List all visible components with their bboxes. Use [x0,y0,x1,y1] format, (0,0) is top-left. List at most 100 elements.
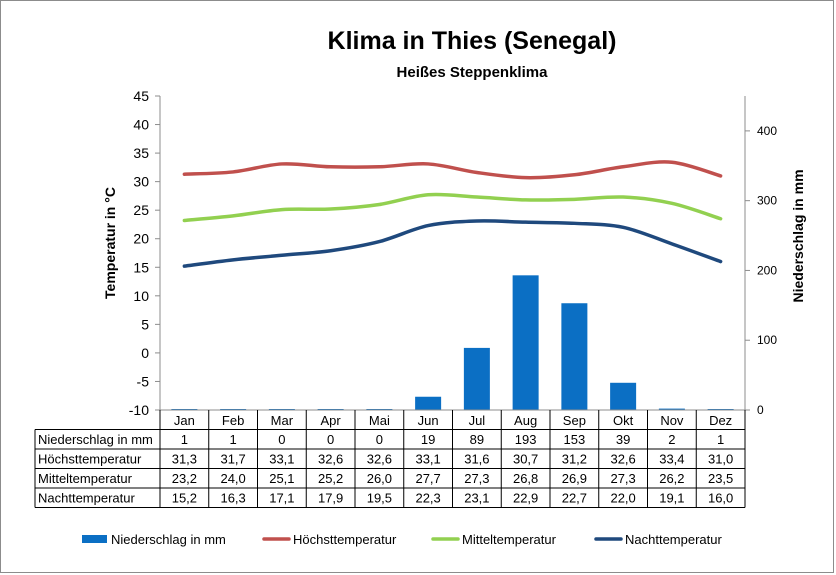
table-cell: 22,3 [415,491,440,506]
bar-nov [658,408,685,410]
table-cell: 0 [278,432,285,447]
bar-jun [415,396,442,410]
table-cell: 32,6 [610,452,635,467]
left-tick-label: -10 [129,402,149,418]
month-label-okt: Okt [613,413,634,428]
month-label-jun: Jun [418,413,439,428]
table-cell: 33,4 [659,452,684,467]
left-tick-label: 20 [133,231,149,247]
table-cell: 31,0 [708,452,733,467]
table-cell: 2 [668,432,675,447]
legend-entry: Niederschlag in mm [111,532,226,547]
left-tick-label: 35 [133,145,149,161]
left-tick-label: 45 [133,88,149,104]
right-tick-label: 200 [757,263,777,277]
month-label-mai: Mai [369,413,390,428]
month-label-feb: Feb [222,413,244,428]
table-cell: 30,7 [513,452,538,467]
month-label-mar: Mar [271,413,294,428]
legend-entry: Höchsttemperatur [293,532,397,547]
legend-swatch-bar [82,535,107,543]
table-cell: 31,6 [464,452,489,467]
table-cell: 23,2 [172,471,197,486]
right-tick-label: 300 [757,194,777,208]
month-label-aug: Aug [514,413,537,428]
table-cell: 15,2 [172,491,197,506]
line-nachttemperatur [182,219,723,268]
table-cell: 26,8 [513,471,538,486]
table-cell: 17,9 [318,491,343,506]
y-axis-right-label: Niederschlag in mm [790,169,806,302]
table-cell: 39 [616,432,630,447]
table-cell: 16,3 [220,491,245,506]
table-cell: 0 [376,432,383,447]
table-cell: 16,0 [708,491,733,506]
table-cell: 193 [515,432,537,447]
left-tick-label: 40 [133,117,149,133]
legend-entry: Mitteltemperatur [462,532,557,547]
table-cell: 19 [421,432,435,447]
table-cell: 26,0 [367,471,392,486]
table-cell: 89 [470,432,484,447]
table-row-label: Mitteltemperatur [38,471,133,486]
left-tick-label: 5 [141,316,149,332]
line-mitteltemperatur [182,192,723,223]
plot-area: 45 40 35 30 25 20 15 10 5 0 -5 -10 400 300 200 100 0 Temp… [102,88,806,418]
data-table: Jan Feb Mar Apr Mai Jun Jul Aug Sep Okt Nov Dez Nied… [34,409,746,508]
table-cell: 25,2 [318,471,343,486]
table-cell: 23,1 [464,491,489,506]
month-label-apr: Apr [321,413,342,428]
month-label-nov: Nov [660,413,684,428]
table-row-label: Nachttemperatur [38,491,135,506]
table-cell: 32,6 [318,452,343,467]
bar-jul [463,347,490,410]
table-cell: 17,1 [269,491,294,506]
left-tick-label: -5 [137,373,150,389]
table-cell: 22,0 [610,491,635,506]
table-cell: 26,2 [659,471,684,486]
left-tick-label: 30 [133,174,149,190]
bar-aug [512,275,539,410]
right-tick-label: 100 [757,333,777,347]
table-cell: 27,3 [464,471,489,486]
month-label-sep: Sep [563,413,586,428]
table-cell: 27,7 [415,471,440,486]
table-cell: 32,6 [367,452,392,467]
table-row-label: Höchsttemperatur [38,452,142,467]
right-tick-label: 400 [757,124,777,138]
left-tick-label: 15 [133,259,149,275]
table-cell: 31,7 [220,452,245,467]
month-label-jul: Jul [469,413,486,428]
chart-title: Klima in Thies (Senegal) [328,27,617,55]
left-tick-label: 10 [133,288,149,304]
table-cell: 22,9 [513,491,538,506]
left-tick-label: 0 [141,345,149,361]
legend: Niederschlag in mm Höchsttemperatur Mittel… [82,532,722,547]
table-cell: 31,3 [172,452,197,467]
month-label-dez: Dez [709,413,732,428]
table-cell: 31,2 [562,452,587,467]
table-cell: 1 [181,432,188,447]
table-cell: 23,5 [708,471,733,486]
table-cell: 19,1 [659,491,684,506]
table-cell: 1 [230,432,237,447]
table-cell: 19,5 [367,491,392,506]
bar-okt [610,382,637,410]
table-cell: 26,9 [562,471,587,486]
table-cell: 22,7 [562,491,587,506]
legend-entry: Nachttemperatur [625,532,722,547]
right-tick-label: 0 [757,403,764,417]
table-cell: 27,3 [610,471,635,486]
table-cell: 0 [327,432,334,447]
left-tick-label: 25 [133,202,149,218]
table-cell: 33,1 [269,452,294,467]
table-cell: 24,0 [220,471,245,486]
table-row-label: Niederschlag in mm [38,432,153,447]
bar-sep [561,303,588,410]
line-hoechsttemperatur [182,160,723,180]
table-cell: 25,1 [269,471,294,486]
table-cell: 33,1 [415,452,440,467]
chart-subtitle: Heißes Steppenklima [397,64,549,81]
